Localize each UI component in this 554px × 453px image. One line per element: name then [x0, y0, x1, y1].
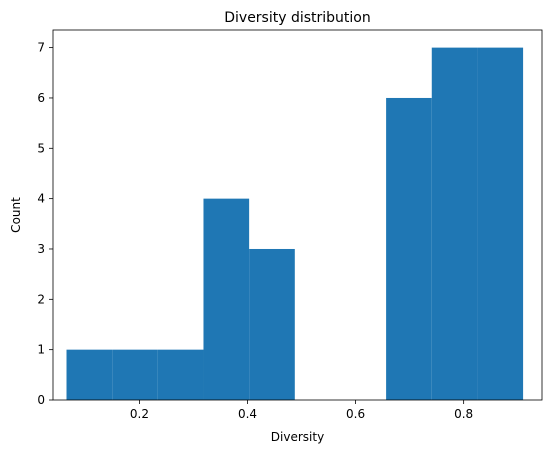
histogram-bar — [66, 349, 113, 400]
y-tick-label: 0 — [37, 393, 45, 407]
x-tick-label: 0.6 — [346, 407, 365, 421]
x-tick-label: 0.4 — [238, 407, 257, 421]
y-tick-label: 6 — [37, 91, 45, 105]
y-tick-label: 4 — [37, 192, 45, 206]
x-tick-label: 0.2 — [130, 407, 149, 421]
y-axis-label: Count — [9, 197, 23, 233]
y-tick-label: 5 — [37, 141, 45, 155]
bars-layer — [66, 47, 524, 401]
y-tick-label: 1 — [37, 343, 45, 357]
x-axis-label: Diversity — [271, 430, 324, 444]
chart-title: Diversity distribution — [224, 10, 371, 26]
histogram-bar — [431, 47, 478, 401]
x-tick-label: 0.8 — [454, 407, 473, 421]
histogram-bar — [112, 349, 158, 400]
y-tick-label: 7 — [37, 41, 45, 55]
histogram-bar — [477, 47, 524, 401]
histogram-bar — [157, 349, 204, 400]
ticks-layer: 0.2 0.4 0.6 0.8 0 1 2 3 4 5 6 7 — [37, 41, 473, 421]
y-tick-label: 3 — [37, 242, 45, 256]
histogram-bar — [249, 248, 295, 400]
axes-layer — [52, 29, 543, 401]
y-tick-label: 2 — [37, 292, 45, 306]
histogram-bar — [203, 198, 250, 400]
histogram-bar — [386, 97, 432, 401]
plot-frame — [52, 29, 543, 401]
